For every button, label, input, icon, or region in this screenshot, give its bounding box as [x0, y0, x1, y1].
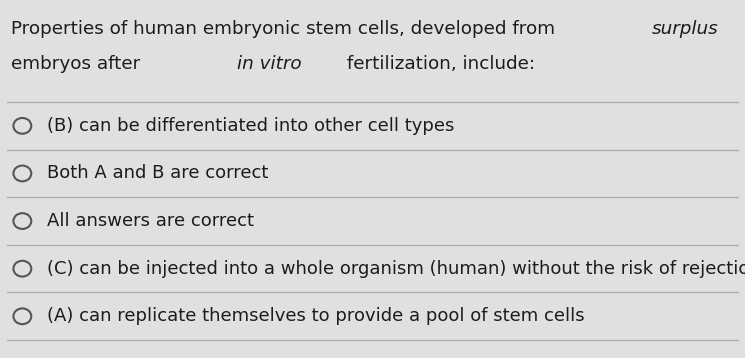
Text: (C) can be injected into a whole organism (human) without the risk of rejection: (C) can be injected into a whole organis…: [47, 260, 745, 278]
Text: in vitro: in vitro: [237, 55, 302, 73]
Text: embryos after: embryos after: [11, 55, 146, 73]
Text: Both A and B are correct: Both A and B are correct: [47, 164, 268, 183]
Text: surplus: surplus: [652, 20, 718, 38]
Text: (B) can be differentiated into other cell types: (B) can be differentiated into other cel…: [47, 117, 454, 135]
Text: Properties of human embryonic stem cells, developed from: Properties of human embryonic stem cells…: [11, 20, 561, 38]
Text: fertilization, include:: fertilization, include:: [341, 55, 536, 73]
Text: (A) can replicate themselves to provide a pool of stem cells: (A) can replicate themselves to provide …: [47, 307, 585, 325]
Text: All answers are correct: All answers are correct: [47, 212, 254, 230]
